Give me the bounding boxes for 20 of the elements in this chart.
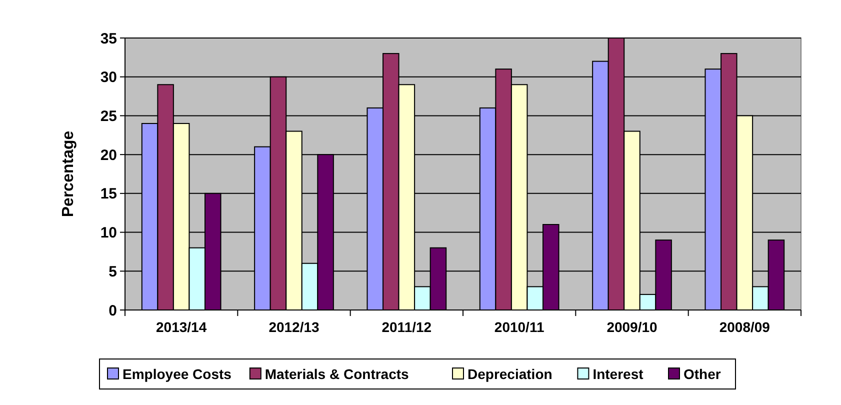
y-tick-label: 0	[108, 302, 117, 320]
x-tick-label: 2010/11	[494, 319, 544, 335]
y-tick-label: 35	[100, 30, 117, 48]
y-tick-label: 20	[100, 146, 117, 164]
y-axis-title: Percentage	[60, 130, 77, 218]
y-tick-label: 15	[100, 186, 117, 203]
y-tick-label: 25	[100, 108, 117, 125]
x-tick-label: 2008/09	[719, 319, 770, 335]
y-tick-label: 10	[100, 224, 117, 242]
legend-label: Interest	[592, 366, 644, 382]
x-tick-label: 2009/10	[606, 319, 658, 335]
legend-label: Employee Costs	[122, 366, 232, 382]
legend-label: Materials & Contracts	[264, 366, 410, 382]
y-tick-label: 30	[100, 69, 117, 86]
x-tick-label: 2013/14	[156, 319, 207, 335]
y-tick-label: 5	[108, 263, 117, 280]
legend-label: Other	[684, 366, 722, 382]
x-tick-label: 2011/12	[382, 319, 432, 335]
legend-label: Depreciation	[468, 366, 552, 382]
x-tick-label: 2012/13	[268, 319, 320, 335]
